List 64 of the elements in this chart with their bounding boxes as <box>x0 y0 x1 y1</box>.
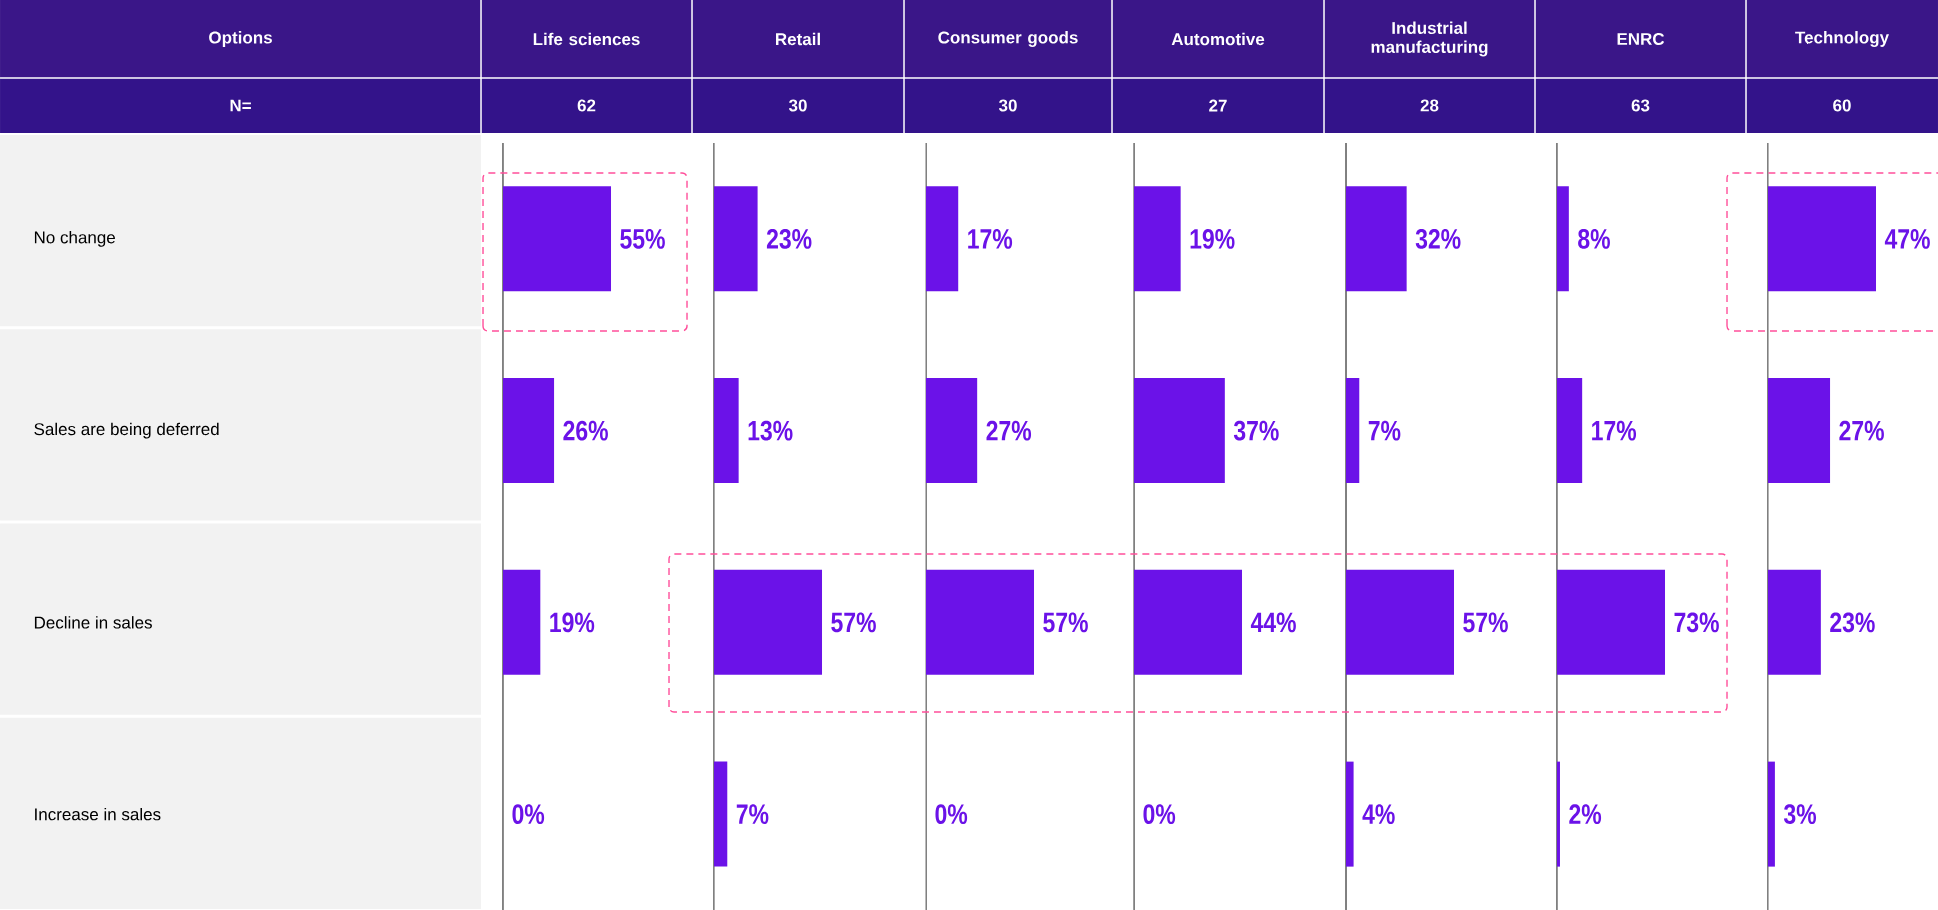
data-label: 7% <box>1368 420 1401 441</box>
chart-title: ENRC <box>1617 32 1665 46</box>
bar <box>714 569 823 675</box>
data-label: 19% <box>550 612 595 633</box>
data-label: 32% <box>1415 228 1461 249</box>
data-label: 3% <box>1783 804 1817 825</box>
data-label: 57% <box>831 612 876 633</box>
data-label: 47% <box>1884 229 1930 249</box>
data-label: 23% <box>766 228 812 249</box>
chart-subtitle: 63 <box>1631 99 1650 112</box>
bar <box>1768 761 1775 867</box>
bar <box>1557 186 1569 292</box>
data-label: 57% <box>1463 612 1508 633</box>
data-label: 0% <box>935 804 968 825</box>
data-label: 27% <box>986 420 1032 441</box>
chart-title: Technology <box>1795 31 1889 47</box>
data-label: 23% <box>1830 612 1875 633</box>
bar <box>1557 761 1560 867</box>
data-label: 55% <box>620 229 665 249</box>
data-label: 17% <box>1592 420 1637 441</box>
chart-title: Consumer goods <box>938 31 1078 47</box>
y-tick-label: No change <box>34 230 115 247</box>
data-label: 17% <box>968 229 1013 249</box>
chart-title: Retail <box>776 32 820 46</box>
chart-subtitle: 30 <box>788 99 807 112</box>
data-label: 13% <box>748 420 793 441</box>
bar <box>1346 569 1455 675</box>
chart-subtitle: 28 <box>1420 99 1439 112</box>
y-tick-label: Sales are being deferred <box>34 422 219 439</box>
chart-title: Life sciences <box>533 32 640 46</box>
bar <box>1346 761 1354 867</box>
bar <box>1768 378 1831 484</box>
bar <box>1557 569 1666 675</box>
bar <box>714 186 758 292</box>
data-label: 4% <box>1362 804 1395 824</box>
data-label: 26% <box>563 420 608 441</box>
data-label: 2% <box>1569 804 1602 825</box>
chart-title: Industrial manufacturing <box>1371 21 1488 57</box>
bar <box>1768 186 1877 292</box>
y-tick-label: Decline in sales <box>34 616 152 629</box>
chart-subtitle: 27 <box>1209 99 1227 112</box>
data-label: 8% <box>1578 228 1610 249</box>
chart-subtitle: 62 <box>577 99 596 112</box>
bar <box>1557 378 1583 484</box>
data-label: 27% <box>1839 420 1884 441</box>
bar <box>714 378 739 484</box>
data-label: 37% <box>1233 420 1279 441</box>
data-label: 44% <box>1250 612 1296 633</box>
data-label: 57% <box>1043 612 1088 633</box>
bar <box>1346 186 1407 292</box>
bar <box>1768 569 1821 675</box>
bar <box>1346 378 1360 484</box>
data-label: 0% <box>512 804 545 825</box>
data-label: 0% <box>1143 804 1176 825</box>
chart-title: Automotive <box>1171 32 1265 46</box>
chart-subtitle: 60 <box>1833 99 1851 112</box>
data-label: 73% <box>1674 612 1719 633</box>
y-tick-label: Increase in sales <box>35 807 161 821</box>
data-label: 7% <box>736 804 769 824</box>
text: N= <box>230 99 251 112</box>
data-label: 19% <box>1190 228 1235 249</box>
text: Options <box>209 31 272 47</box>
chart-subtitle: 30 <box>998 99 1017 112</box>
bar <box>714 761 728 867</box>
